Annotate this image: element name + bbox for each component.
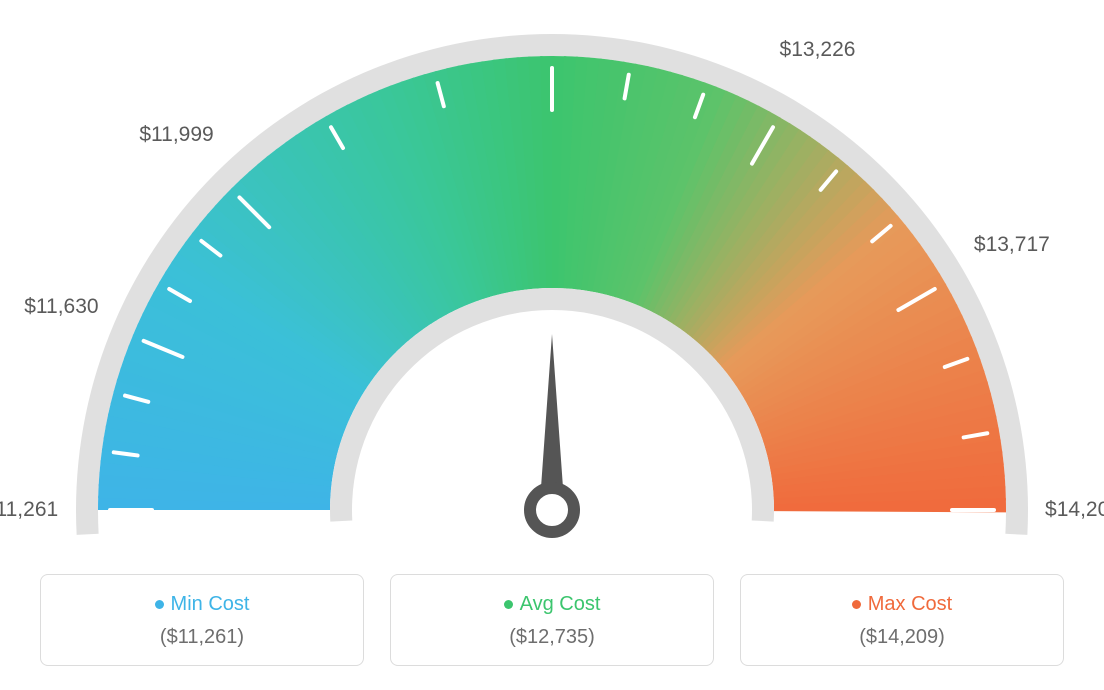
legend-row: Min Cost ($11,261) Avg Cost ($12,735) Ma… xyxy=(40,574,1064,666)
legend-card-avg: Avg Cost ($12,735) xyxy=(390,574,714,666)
legend-value-avg: ($12,735) xyxy=(399,626,705,649)
gauge-area: $11,261$11,630$11,999$12,735$13,226$13,7… xyxy=(0,0,1104,560)
legend-label-min: Min Cost xyxy=(171,593,250,615)
dot-avg xyxy=(504,600,513,609)
scale-label: $14,209 xyxy=(1045,498,1104,522)
legend-value-min: ($11,261) xyxy=(49,626,355,649)
legend-card-min: Min Cost ($11,261) xyxy=(40,574,364,666)
cost-gauge-chart: $11,261$11,630$11,999$12,735$13,226$13,7… xyxy=(0,0,1104,690)
legend-title-min: Min Cost xyxy=(49,593,355,616)
scale-label: $13,226 xyxy=(780,38,856,62)
legend-label-avg: Avg Cost xyxy=(520,593,601,615)
legend-value-max: ($14,209) xyxy=(749,626,1055,649)
dot-max xyxy=(852,600,861,609)
dot-min xyxy=(155,600,164,609)
gauge-svg xyxy=(0,0,1104,560)
scale-label: $11,261 xyxy=(0,498,58,522)
legend-title-max: Max Cost xyxy=(749,593,1055,616)
scale-label: $11,999 xyxy=(139,123,213,147)
legend-card-max: Max Cost ($14,209) xyxy=(740,574,1064,666)
legend-label-max: Max Cost xyxy=(868,593,952,615)
scale-label: $11,630 xyxy=(24,295,98,319)
scale-label: $13,717 xyxy=(974,233,1050,257)
legend-title-avg: Avg Cost xyxy=(399,593,705,616)
